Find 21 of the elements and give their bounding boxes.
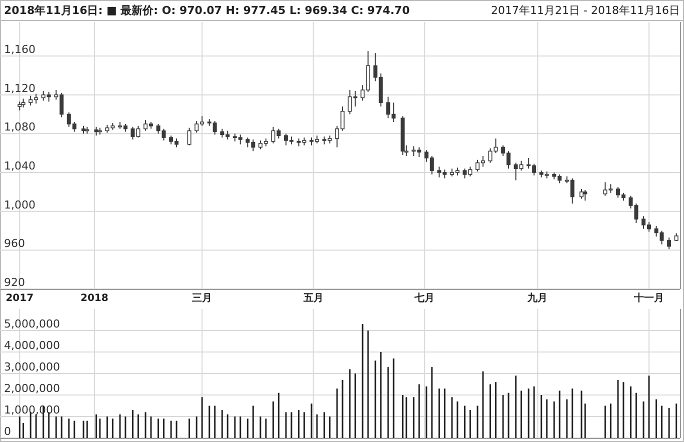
y-tick-label: 920 bbox=[4, 276, 25, 289]
y-tick-label: 960 bbox=[4, 237, 25, 250]
y-tick-label: 5,000,000 bbox=[4, 318, 60, 330]
chart-subtitle: 2017年11月21日 - 2018年11月16日 bbox=[491, 4, 680, 17]
y-tick-label: 1,040 bbox=[4, 159, 36, 172]
y-tick-label: 4,000,000 bbox=[4, 339, 60, 352]
chart-title: 2018年11月16日: ■ 最新价: O: 970.07 H: 977.45 L: 969.34 C: 974.70 bbox=[4, 4, 410, 17]
y-tick-label: 1,000 bbox=[4, 198, 36, 212]
x-tick-label: 五月 bbox=[302, 293, 324, 304]
x-tick-label: 2018 bbox=[80, 293, 108, 304]
x-tick-label: 2017 bbox=[6, 293, 34, 304]
y-tick-label: 1,160 bbox=[4, 42, 36, 56]
x-tick-label: 十一月 bbox=[632, 292, 664, 304]
x-tick-label: 三月 bbox=[192, 293, 212, 304]
y-tick-label: 2,000,000 bbox=[4, 382, 60, 395]
y-tick-label: 1,080 bbox=[4, 120, 36, 134]
y-tick-label: 0 bbox=[4, 425, 11, 438]
y-tick-label: 3,000,000 bbox=[4, 360, 60, 374]
y-tick-label: 1,120 bbox=[4, 82, 36, 95]
x-tick-label: 九月 bbox=[526, 292, 548, 304]
x-tick-label: 七月 bbox=[414, 292, 435, 304]
